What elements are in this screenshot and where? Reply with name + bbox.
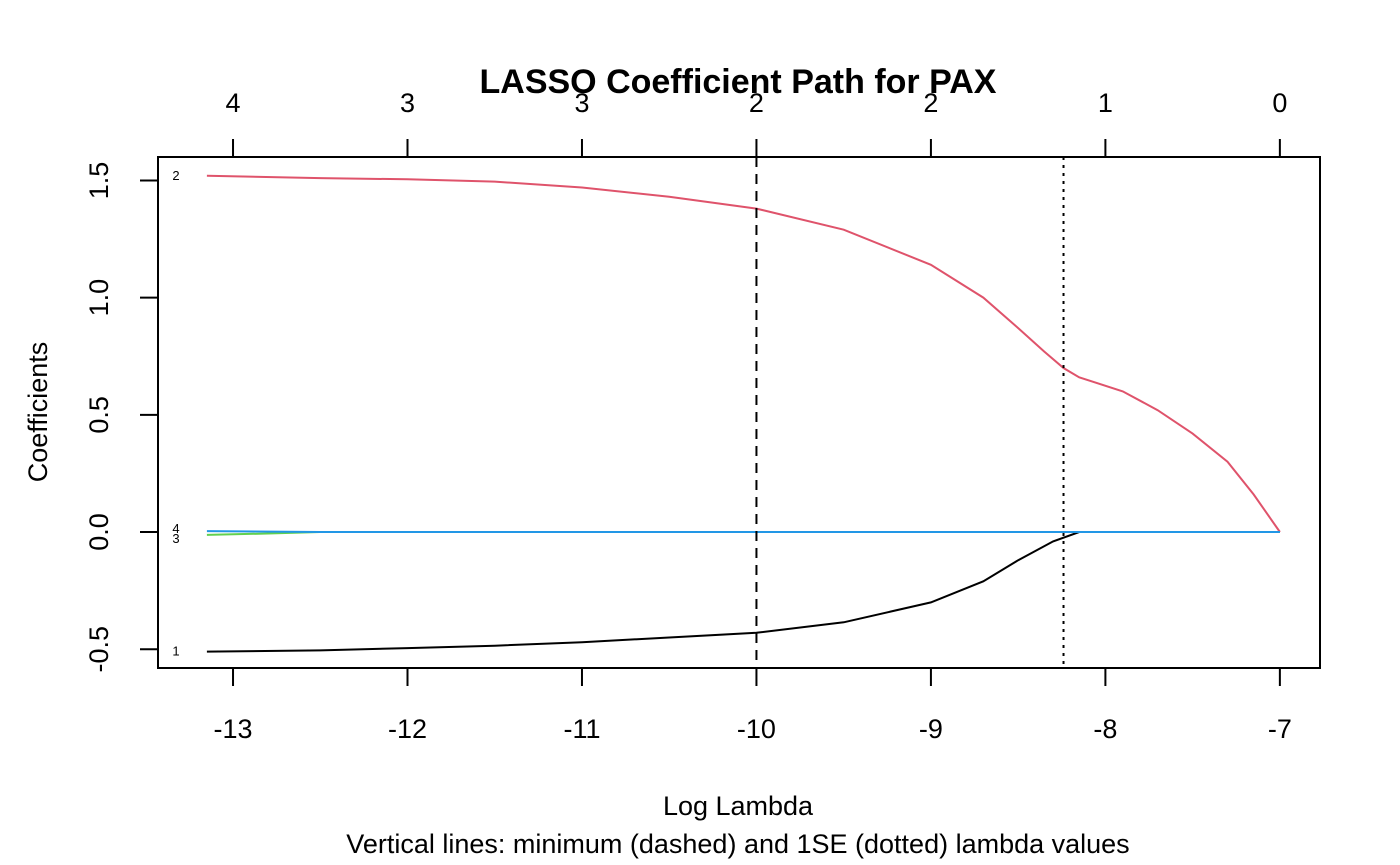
plot-frame <box>157 156 1321 669</box>
coefficient-path-2 <box>206 174 1281 533</box>
top-tick-label: 1 <box>1098 88 1113 118</box>
x-tick-label: -7 <box>1268 714 1292 744</box>
x-tick-label: -11 <box>563 714 600 744</box>
y-axis-label: Coefficients <box>23 342 53 483</box>
x-tick-label: -8 <box>1093 714 1117 744</box>
top-tick-label: 4 <box>226 88 241 118</box>
x-tick-label: -10 <box>737 714 776 744</box>
y-tick-label: 1.5 <box>84 162 114 200</box>
path-label-3: 3 <box>172 531 179 546</box>
top-axis: 4 3 3 2 2 1 0 <box>226 88 1287 158</box>
path-label-1: 1 <box>172 644 179 659</box>
top-tick-label: 3 <box>574 88 589 118</box>
y-tick-label: 0.5 <box>84 396 114 434</box>
x-axis: -13 -12 -11 -10 -9 -8 -7 <box>214 667 1292 744</box>
x-tick-label: -9 <box>919 714 943 744</box>
y-tick-label: 1.0 <box>84 279 114 317</box>
top-tick-label: 3 <box>400 88 415 118</box>
top-tick-label: 0 <box>1272 88 1287 118</box>
chart-title: LASSO Coefficient Path for PAX <box>480 63 997 101</box>
path-label-2: 2 <box>172 168 179 183</box>
y-tick-label: -0.5 <box>84 626 114 673</box>
vline-layer <box>755 157 1065 668</box>
path-label-4: 4 <box>172 521 179 536</box>
chart-subtitle: Vertical lines: minimum (dashed) and 1SE… <box>346 829 1129 859</box>
x-axis-label: Log Lambda <box>663 791 814 821</box>
coefficient-path-1 <box>206 531 1280 653</box>
top-tick-label: 2 <box>749 88 764 118</box>
x-tick-label: -12 <box>388 714 427 744</box>
y-axis: -0.5 0.0 0.5 1.0 1.5 <box>84 162 159 673</box>
y-tick-label: 0.0 <box>84 513 114 551</box>
coefficient-path-4 <box>206 530 1280 533</box>
x-tick-label: -13 <box>214 714 253 744</box>
series-layer: 1 2 34 <box>172 168 1281 659</box>
top-tick-label: 2 <box>923 88 938 118</box>
